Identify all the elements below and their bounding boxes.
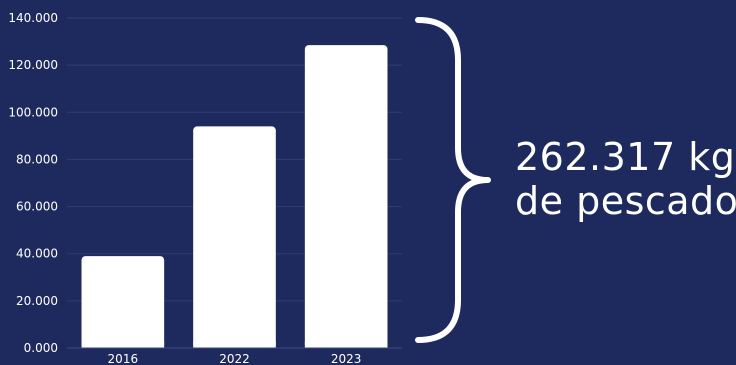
y-tick-label: 20.000 (16, 294, 58, 308)
bar-base-2016 (81, 342, 165, 348)
y-tick-label: 120.000 (8, 58, 58, 72)
y-tick-label: 60.000 (16, 200, 58, 214)
x-tick-label: 2016 (108, 352, 139, 365)
x-tick-label: 2022 (219, 352, 250, 365)
bars (81, 45, 388, 348)
annotation-line-1: 262.317 kg (515, 135, 736, 179)
annotation-line-2: de pescado (515, 179, 736, 223)
bar-base-2022 (193, 342, 276, 348)
y-tick-label: 40.000 (16, 247, 58, 261)
x-axis: 2016 2022 2023 (67, 347, 402, 365)
x-tick-label: 2023 (331, 352, 362, 365)
y-axis: 0.000 20.000 40.000 60.000 80.000 100.000 120.… (8, 11, 58, 355)
y-tick-label: 80.000 (16, 152, 58, 166)
y-tick-label: 140.000 (8, 11, 58, 25)
y-tick-label: 0.000 (24, 341, 58, 355)
bar-2022 (193, 126, 276, 348)
total-annotation: 262.317 kg de pescado (515, 135, 736, 223)
y-tick-label: 100.000 (8, 105, 58, 119)
bar-2016 (81, 256, 165, 348)
bar-base-2023 (304, 342, 388, 348)
bar-2023 (304, 45, 388, 348)
curly-brace-icon (415, 17, 491, 343)
